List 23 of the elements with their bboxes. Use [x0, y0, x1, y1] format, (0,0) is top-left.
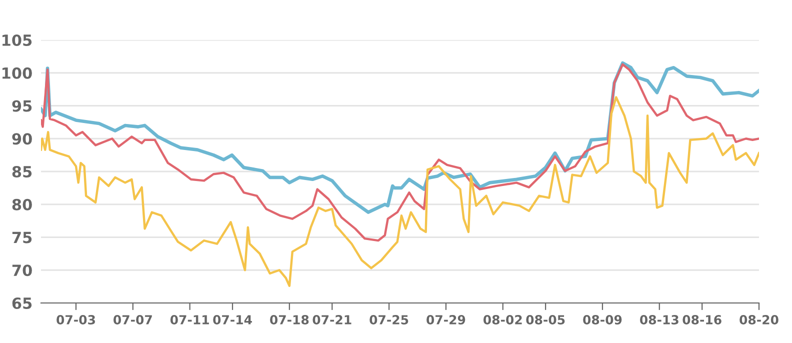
y-tick-label: 85: [12, 166, 32, 178]
x-tick-label: 08-05: [526, 315, 565, 324]
x-tick-label: 07-03: [56, 315, 95, 324]
y-tick-label: 95: [12, 100, 32, 112]
x-tick-label: 07-29: [426, 315, 466, 324]
y-tick-label: 100: [2, 67, 32, 79]
x-tick-label: 07-21: [312, 315, 352, 324]
y-tick-label: 75: [12, 232, 32, 244]
y-tick-label: 90: [12, 133, 32, 145]
x-tick-label: 07-11: [170, 315, 209, 324]
x-tick-label: 08-16: [682, 315, 722, 324]
x-tick-label: 08-13: [640, 315, 678, 324]
x-tick-label: 07-25: [370, 315, 408, 324]
x-tick-label: 07-07: [114, 315, 152, 324]
y-tick-label: 105: [2, 34, 32, 46]
y-tick-label: 70: [12, 264, 32, 276]
y-tick-label: 65: [12, 297, 32, 310]
x-tick-label: 07-14: [213, 315, 252, 324]
x-tick-label: 07-18: [270, 315, 309, 324]
x-tick-label: 08-20: [740, 315, 778, 324]
y-tick-label: 80: [12, 198, 32, 210]
x-tick-label: 08-09: [583, 315, 622, 324]
x-tick-label: 08-02: [483, 315, 522, 324]
